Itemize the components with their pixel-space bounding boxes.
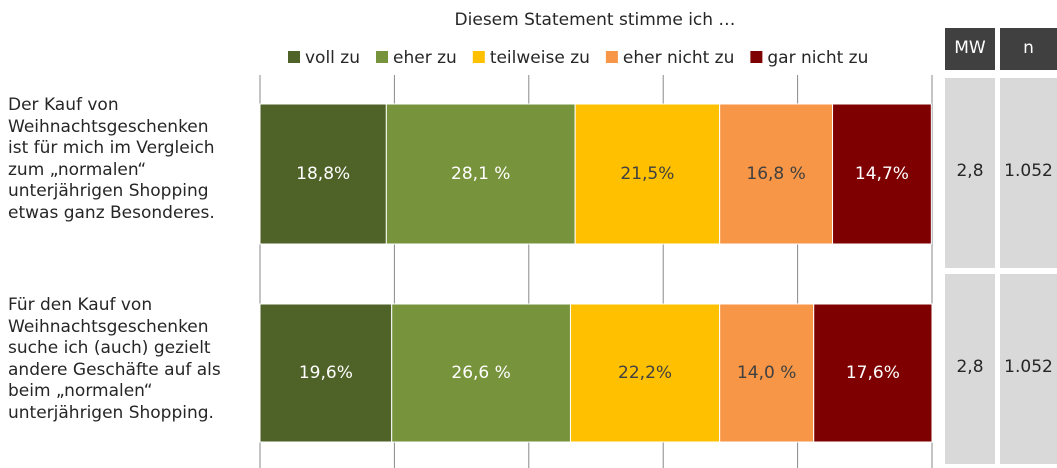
table-header: MW bbox=[954, 38, 986, 58]
value-label: 21,5% bbox=[620, 164, 674, 184]
legend-label: eher nicht zu bbox=[623, 48, 734, 68]
legend-swatch bbox=[288, 51, 300, 63]
value-label: 22,2% bbox=[618, 363, 672, 383]
bar-segment bbox=[259, 303, 393, 443]
table-cell bbox=[1000, 78, 1057, 268]
value-label: 26,6 % bbox=[451, 363, 510, 383]
bar-segment bbox=[832, 103, 932, 245]
chart-title: Diesem Statement stimme ich … bbox=[455, 10, 736, 30]
legend-label: teilweise zu bbox=[490, 48, 590, 68]
legend-swatch bbox=[472, 51, 485, 63]
legend-label: voll zu bbox=[305, 48, 360, 68]
table-value: 1.052 bbox=[1004, 161, 1053, 181]
table-header-cell bbox=[945, 28, 995, 70]
table-value: 2,8 bbox=[956, 357, 983, 377]
bar-segment bbox=[813, 303, 933, 443]
legend-label: gar nicht zu bbox=[767, 48, 868, 68]
bar-segment bbox=[574, 103, 721, 245]
table-value: 2,8 bbox=[956, 161, 983, 181]
value-label: 19,6% bbox=[299, 363, 353, 383]
legend-swatch bbox=[605, 51, 618, 63]
value-label: 28,1 % bbox=[451, 164, 510, 184]
table-cell bbox=[1000, 274, 1057, 464]
table-cell bbox=[945, 78, 995, 268]
legend-label: eher zu bbox=[393, 48, 457, 68]
bar-segment bbox=[391, 303, 571, 443]
value-label: 14,0 % bbox=[737, 363, 796, 383]
table-cell bbox=[945, 274, 995, 464]
bar-segment bbox=[569, 303, 721, 443]
value-label: 16,8 % bbox=[746, 164, 805, 184]
category-label: Der Kauf von Weihnachtsgeschenken ist fü… bbox=[8, 95, 215, 223]
value-label: 17,6% bbox=[846, 363, 900, 383]
value-label: 18,8% bbox=[296, 164, 350, 184]
category-label: Für den Kauf von Weihnachtsgeschenken su… bbox=[8, 295, 221, 423]
bar-segment bbox=[385, 103, 576, 245]
table-value: 1.052 bbox=[1004, 357, 1053, 377]
value-label: 14,7% bbox=[855, 164, 909, 184]
table-header-cell bbox=[1000, 28, 1057, 70]
legend-swatch bbox=[376, 51, 389, 63]
legend-swatch bbox=[750, 51, 763, 63]
table-header: n bbox=[1023, 38, 1034, 58]
